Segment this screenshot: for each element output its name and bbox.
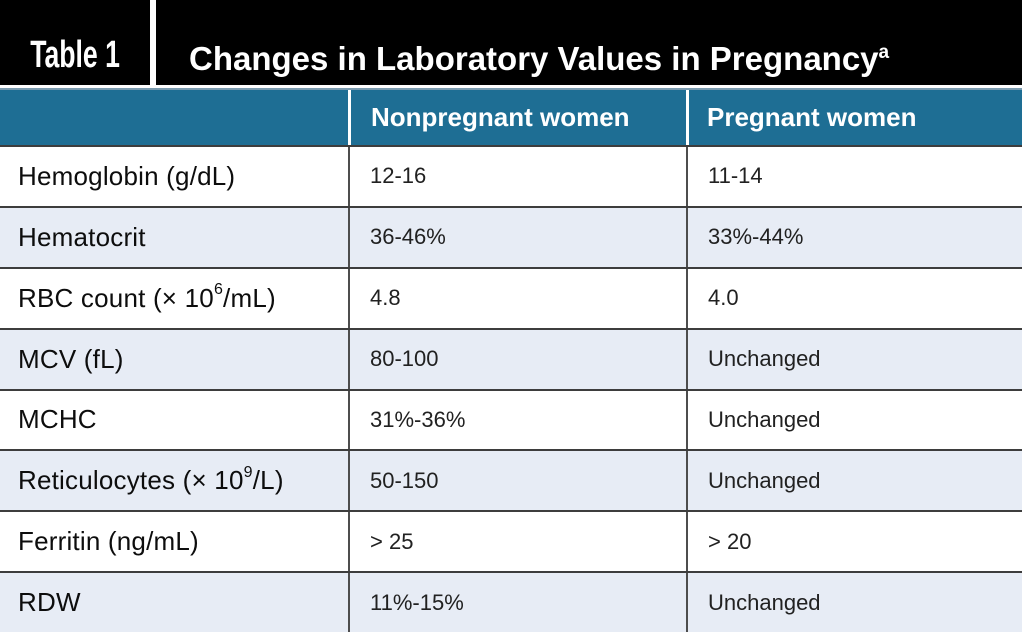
nonpregnant-value: 4.8 [348,268,686,328]
pregnant-value: 33%-44% [686,207,1022,267]
row-label: MCV (fL) [0,330,348,389]
header-gap [0,85,1022,88]
column-header-empty [0,90,348,145]
nonpregnant-value: 50-150 [348,451,686,511]
table-title: Changes in Laboratory Values in Pregnanc… [189,40,879,77]
row-label-text: MCV (fL) [18,343,124,374]
table-row-hemoglobin: Hemoglobin (g/dL) 12-16 11-14 [0,145,1022,206]
column-header-row: Nonpregnant women Pregnant women [0,88,1022,145]
pregnant-value: 4.0 [686,268,1022,328]
row-label-text: RDW [18,587,81,618]
table-header-bar: Table 1 Changes in Laboratory Values in … [0,0,1022,85]
pregnant-value: Unchanged [686,329,1022,389]
nonpregnant-value: 11%-15% [348,573,686,632]
pregnant-value: 11-14 [686,147,1022,206]
column-header-pregnant: Pregnant women [686,90,1022,145]
row-label-suffix: /L) [252,465,284,496]
header-divider [150,0,156,85]
row-label: MCHC [0,391,348,450]
row-label-text: Hemoglobin (g/dL) [18,160,236,191]
nonpregnant-value: > 25 [348,512,686,572]
table-row-reticulocytes: Reticulocytes (× 10 9/L) 50-150 Unchanged [0,449,1022,511]
pregnant-value: Unchanged [686,390,1022,450]
row-label: Reticulocytes (× 10 9/L) [18,463,284,496]
row-label-text: RBC count (× 10 [18,282,214,313]
table-number-box: Table 1 [0,0,150,85]
table-row-rbc-count: RBC count (× 10 6/mL) 4.8 4.0 [0,266,1022,328]
row-label: Hematocrit [0,208,348,267]
table-row-mchc: MCHC 31%-36% Unchanged [0,388,1022,450]
row-label: Hemoglobin (g/dL) [0,147,348,206]
nonpregnant-value: 31%-36% [348,390,686,450]
row-label-text: Hematocrit [18,221,146,252]
title-footnote-marker: a [878,42,890,63]
row-label-text: MCHC [18,404,97,435]
pregnant-value: Unchanged [686,573,1022,632]
table-row-ferritin: Ferritin (ng/mL) > 25 > 20 [0,510,1022,572]
row-label: Ferritin (ng/mL) [0,512,348,571]
table-body: Hemoglobin (g/dL) 12-16 11-14 Hematocrit… [0,145,1022,632]
row-label-text: Reticulocytes (× 10 [18,465,244,496]
nonpregnant-value: 36-46% [348,207,686,267]
table-row-mcv: MCV (fL) 80-100 Unchanged [0,327,1022,389]
row-label: RDW [0,573,348,632]
pregnant-value: Unchanged [686,451,1022,511]
column-header-nonpregnant: Nonpregnant women [348,90,686,145]
table-row-rdw: RDW 11%-15% Unchanged [0,571,1022,632]
table-number: Table 1 [30,34,120,76]
row-label-suffix: /mL) [223,282,276,313]
table-title-wrap: Changes in Laboratory Values in Pregnanc… [156,0,889,85]
row-label-text: Ferritin (ng/mL) [18,526,199,557]
pregnant-value: > 20 [686,512,1022,572]
row-label: RBC count (× 10 6/mL) [18,281,276,313]
table-row-hematocrit: Hematocrit 36-46% 33%-44% [0,205,1022,267]
nonpregnant-value: 12-16 [348,147,686,206]
nonpregnant-value: 80-100 [348,329,686,389]
